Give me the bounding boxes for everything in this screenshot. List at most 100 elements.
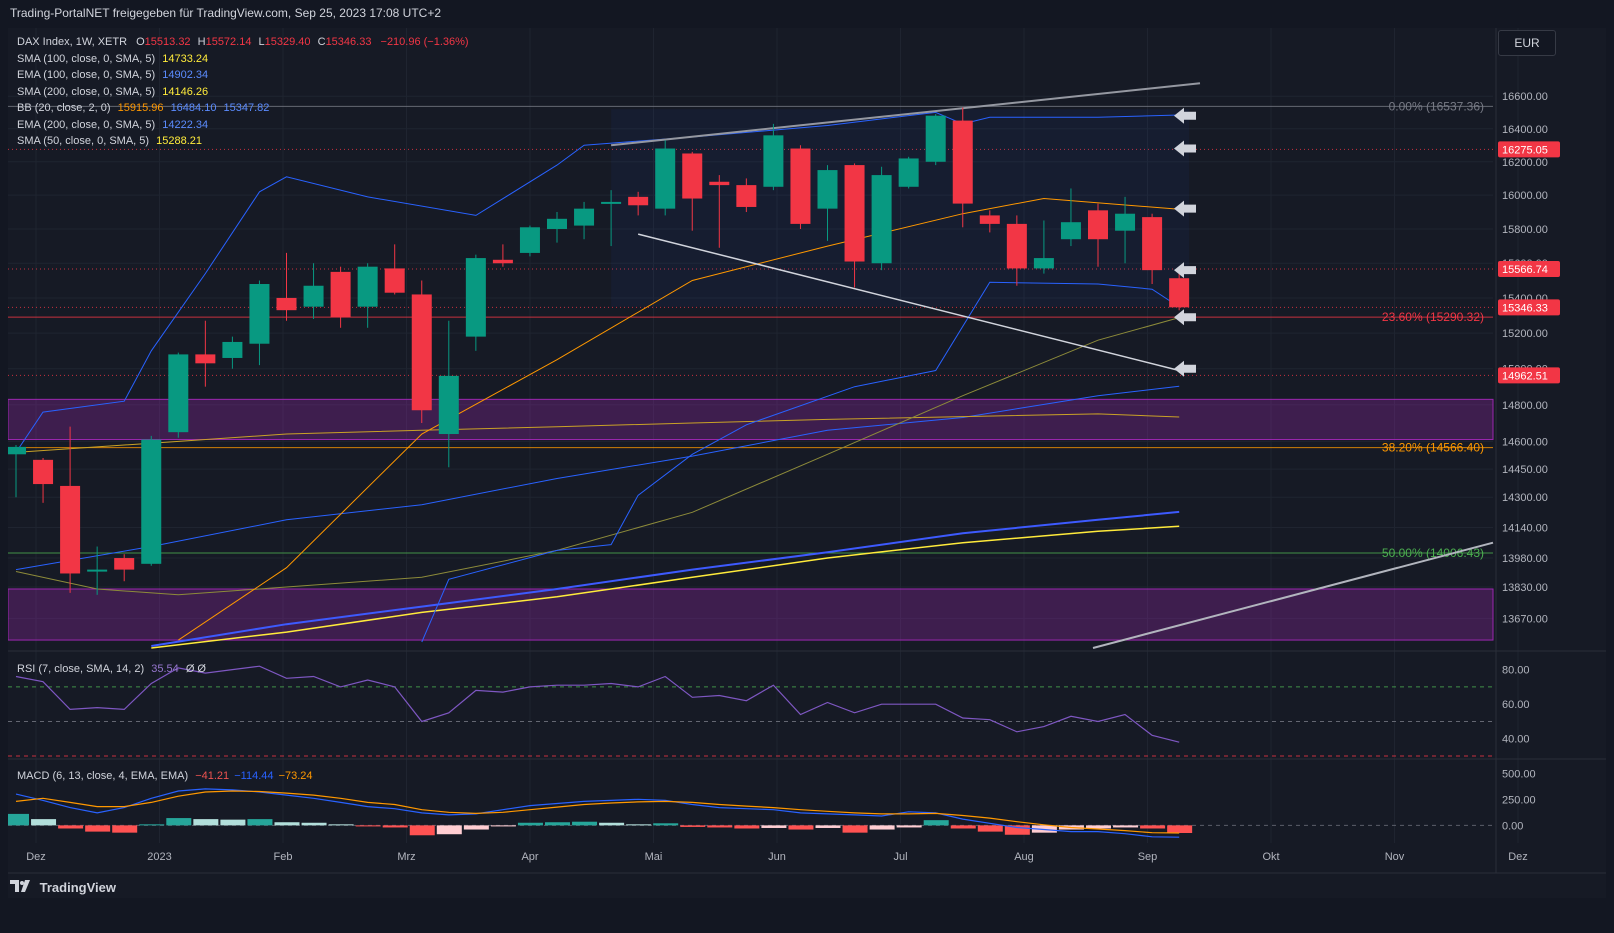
legend-sma50-row[interactable]: SMA (50, close, 0, SMA, 5) 15288.21 xyxy=(17,133,469,150)
legend-sma200-value: 14146.26 xyxy=(162,85,209,98)
time-tick-label: Dez xyxy=(1508,851,1528,863)
candle-down xyxy=(411,294,432,411)
macd-hist-bar xyxy=(31,819,57,826)
candle-down xyxy=(952,120,973,204)
ema200-line xyxy=(151,510,1180,647)
macd-hist-bar xyxy=(355,825,381,827)
arrow-marker xyxy=(1174,200,1196,217)
legend-sma100-label: SMA (100, close, 0, SMA, 5) xyxy=(17,52,156,65)
fib-level-label: 23.60% (15290.32) xyxy=(1382,310,1484,324)
legend-ema100-label: EMA (100, close, 0, SMA, 5) xyxy=(17,69,156,81)
price-tick-label: 13670.00 xyxy=(1502,613,1548,625)
candle-down xyxy=(1169,278,1190,308)
candle-up xyxy=(303,285,324,307)
price-label-text: 14962.51 xyxy=(1502,370,1548,382)
legend-close: 15346.33 xyxy=(325,36,372,48)
currency-selector[interactable]: EUR xyxy=(1498,30,1556,56)
macd-hist-bar xyxy=(274,822,300,826)
legend-open: 15513.32 xyxy=(144,36,191,48)
macd-hist-bar xyxy=(220,819,246,826)
macd-hist-bar xyxy=(815,825,841,828)
macd-hist-bar xyxy=(85,825,111,832)
candle-down xyxy=(844,165,865,262)
bb-lower-line xyxy=(421,281,1180,643)
macd-hist-bar xyxy=(112,825,138,833)
price-label-box xyxy=(1498,141,1560,158)
rsi-legend[interactable]: RSI (7, close, SMA, 14, 2) 35.54 Ø Ø xyxy=(17,663,206,675)
tradingview-brand: TradingView xyxy=(39,880,116,895)
candles xyxy=(6,107,1190,595)
time-tick-label: Jun xyxy=(768,851,786,863)
legend-sma200-row[interactable]: SMA (200, close, 0, SMA, 5) 14146.26 xyxy=(17,84,469,101)
macd-hist-bar xyxy=(707,825,733,828)
chart-frame[interactable]: 0.00% (16537.36) 23.60% (15290.32) 38.20% … xyxy=(4,28,1606,898)
candle-up xyxy=(925,115,946,162)
macd-hist-bar xyxy=(626,824,652,826)
legend-ema100-row[interactable]: EMA (100, close, 0, SMA, 5) 14902.34 xyxy=(17,67,469,84)
macd-hist-bar xyxy=(599,822,625,826)
candle-down xyxy=(195,354,216,364)
rsi-legend-extra: Ø Ø xyxy=(185,663,206,675)
macd-tick-label: 500.00 xyxy=(1502,768,1536,780)
legend-ema200-value: 14222.34 xyxy=(162,118,209,131)
candle-up xyxy=(898,158,919,187)
trendline-upper xyxy=(610,82,1201,147)
price-tick-label: 14450.00 xyxy=(1502,464,1548,476)
tradingview-footer[interactable]: TradingView xyxy=(10,880,116,895)
legend-symbol-row[interactable]: DAX Index, 1W, XETR O15513.32 H15572.14 … xyxy=(17,34,469,51)
rsi-legend-value: 35.54 xyxy=(151,663,179,675)
macd-hist-bar xyxy=(463,825,489,830)
price-tick-label: 13980.00 xyxy=(1502,553,1548,565)
candle-down xyxy=(33,459,54,485)
candle-down xyxy=(1142,217,1163,271)
candle-down xyxy=(276,297,297,311)
time-tick-label: 2023 xyxy=(147,851,171,863)
candle-up xyxy=(249,284,270,344)
chart-legend: DAX Index, 1W, XETR O15513.32 H15572.14 … xyxy=(17,34,469,150)
time-tick-label: Apr xyxy=(521,851,538,863)
price-tick-label: 16400.00 xyxy=(1502,124,1548,136)
legend-sma100-row[interactable]: SMA (100, close, 0, SMA, 5) 14733.24 xyxy=(17,51,469,68)
macd-hist-bar xyxy=(842,825,868,833)
candle-up xyxy=(141,439,162,564)
macd-legend-label: MACD (6, 13, close, 4, EMA, EMA) xyxy=(17,770,189,782)
candle-up xyxy=(465,258,486,337)
candle-up xyxy=(655,148,676,209)
legend-ema200-row[interactable]: EMA (200, close, 0, SMA, 5) 14222.34 xyxy=(17,117,469,134)
candle-up xyxy=(222,341,243,358)
macd-hist-bar xyxy=(1086,825,1111,829)
macd-hist-bar xyxy=(4,813,29,826)
candle-down xyxy=(628,196,649,206)
price-label-box xyxy=(1498,260,1560,277)
candle-down xyxy=(384,268,405,293)
price-tick-label: 14140.00 xyxy=(1502,522,1548,534)
legend-high: 15572.14 xyxy=(205,36,252,48)
macd-hist-bar xyxy=(788,825,814,830)
fib-level-label: 50.00% (14006.43) xyxy=(1382,546,1484,560)
price-tick-label: 14600.00 xyxy=(1502,436,1548,448)
candle-up xyxy=(871,175,892,264)
candle-up xyxy=(519,227,540,253)
macd-hist-bar xyxy=(301,822,327,826)
arrow-marker xyxy=(1174,360,1196,377)
candle-up xyxy=(817,170,838,209)
legend-bb-row[interactable]: BB (20, close, 2, 0) 15915.96 16484.10 1… xyxy=(17,100,469,117)
legend-bb-upper: 16484.10 xyxy=(170,102,217,114)
macd-legend-hist: −41.21 xyxy=(195,770,230,782)
price-label-text: 16275.05 xyxy=(1502,144,1548,156)
chart-canvas[interactable]: 0.00% (16537.36) 23.60% (15290.32) 38.20% … xyxy=(4,28,1606,898)
sma100-line xyxy=(15,413,1180,453)
fib-level-label: 0.00% (16537.36) xyxy=(1389,99,1484,113)
legend-change: −210.96 (−1.36%) xyxy=(380,36,469,48)
macd-hist-bar xyxy=(58,825,84,829)
macd-hist-bar xyxy=(1167,825,1193,833)
legend-high-label: H xyxy=(197,36,206,48)
legend-sma200-label: SMA (200, close, 0, SMA, 5) xyxy=(17,85,156,98)
candle-up xyxy=(6,446,26,455)
macd-legend[interactable]: MACD (6, 13, close, 4, EMA, EMA) −41.21 … xyxy=(17,770,313,782)
rsi-line xyxy=(15,665,1180,743)
candle-down xyxy=(330,271,351,318)
legend-sma50-value: 15288.21 xyxy=(156,135,203,147)
price-tick-label: 16000.00 xyxy=(1502,190,1548,202)
price-label-box xyxy=(1498,299,1560,316)
